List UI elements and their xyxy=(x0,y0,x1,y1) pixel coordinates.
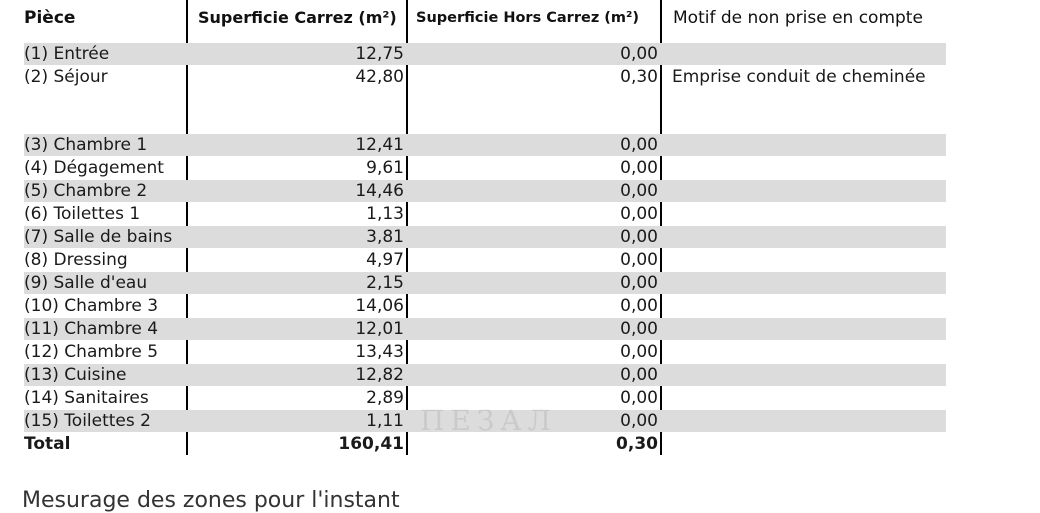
carrez-value: 3,81 xyxy=(366,227,404,247)
room-name: (11) Chambre 4 xyxy=(24,319,159,339)
carrez-value: 2,15 xyxy=(366,273,404,293)
carrez-value: 12,01 xyxy=(355,319,404,339)
carrez-value: 12,75 xyxy=(355,44,404,64)
table-row: (6) Toilettes 1 1,13 0,00 xyxy=(24,203,946,225)
room-name: (15) Toilettes 2 xyxy=(24,411,151,431)
header-hors-carrez: Superficie Hors Carrez (m²) xyxy=(416,10,640,26)
carrez-value: 42,80 xyxy=(355,67,404,87)
room-name: (8) Dressing xyxy=(24,250,128,270)
hors-carrez-value: 0,30 xyxy=(620,67,658,87)
carrez-value: 1,13 xyxy=(366,204,404,224)
hors-carrez-value: 0,00 xyxy=(620,158,658,178)
total-row: Total 160,41 0,30 xyxy=(24,433,946,455)
carrez-value: 12,41 xyxy=(355,135,404,155)
table-row: (12) Chambre 5 13,43 0,00 xyxy=(24,341,946,363)
table-row: (1) Entrée 12,75 0,00 xyxy=(24,43,946,65)
room-name: (3) Chambre 1 xyxy=(24,135,148,155)
room-name: (6) Toilettes 1 xyxy=(24,204,141,224)
hors-carrez-value: 0,00 xyxy=(620,365,658,385)
hors-carrez-value: 0,00 xyxy=(620,319,658,339)
carrez-value: 2,89 xyxy=(366,388,404,408)
room-name: (12) Chambre 5 xyxy=(24,342,159,362)
carrez-value: 14,06 xyxy=(355,296,404,316)
room-name: (4) Dégagement xyxy=(24,158,164,178)
room-name: (9) Salle d'eau xyxy=(24,273,148,293)
carrez-value: 12,82 xyxy=(355,365,404,385)
header-motif: Motif de non prise en compte xyxy=(673,8,923,28)
table-row: (14) Sanitaires 2,89 0,00 xyxy=(24,387,946,409)
table-row: (11) Chambre 4 12,01 0,00 xyxy=(24,318,946,340)
header-carrez: Superficie Carrez (m²) xyxy=(198,8,397,27)
table-row: (4) Dégagement 9,61 0,00 xyxy=(24,157,946,179)
hors-carrez-value: 0,00 xyxy=(620,227,658,247)
hors-carrez-value: 0,00 xyxy=(620,273,658,293)
table-row: (9) Salle d'eau 2,15 0,00 xyxy=(24,272,946,294)
room-name: (13) Cuisine xyxy=(24,365,127,385)
total-hors-carrez: 0,30 xyxy=(616,434,658,454)
room-name: (14) Sanitaires xyxy=(24,388,149,408)
room-name: (2) Séjour xyxy=(24,67,108,87)
carrez-value: 4,97 xyxy=(366,250,404,270)
room-name: (7) Salle de bains xyxy=(24,227,173,247)
hors-carrez-value: 0,00 xyxy=(620,204,658,224)
header-piece: Pièce xyxy=(24,8,76,28)
hors-carrez-value: 0,00 xyxy=(620,135,658,155)
hors-carrez-value: 0,00 xyxy=(620,296,658,316)
carrez-value: 1,11 xyxy=(366,411,404,431)
table-row: (3) Chambre 1 12,41 0,00 xyxy=(24,134,946,156)
table-row: (8) Dressing 4,97 0,00 xyxy=(24,249,946,271)
watermark: ПЕЗАЛ xyxy=(420,404,557,437)
carrez-value: 13,43 xyxy=(355,342,404,362)
total-carrez: 160,41 xyxy=(338,434,404,454)
table-row: (7) Salle de bains 3,81 0,00 xyxy=(24,226,946,248)
table-row: (13) Cuisine 12,82 0,00 xyxy=(24,364,946,386)
table-row: (5) Chambre 2 14,46 0,00 xyxy=(24,180,946,202)
hors-carrez-value: 0,00 xyxy=(620,44,658,64)
carrez-value: 14,46 xyxy=(355,181,404,201)
footer-heading: Mesurage des zones pour l'instant xyxy=(22,488,400,513)
hors-carrez-value: 0,00 xyxy=(620,411,658,431)
room-name: (5) Chambre 2 xyxy=(24,181,148,201)
room-name: (1) Entrée xyxy=(24,44,110,64)
hors-carrez-value: 0,00 xyxy=(620,388,658,408)
table-row: (2) Séjour 42,80 0,30 Emprise conduit de ch… xyxy=(24,66,946,88)
hors-carrez-value: 0,00 xyxy=(620,181,658,201)
table-row: (15) Toilettes 2 1,11 0,00 xyxy=(24,410,946,432)
hors-carrez-value: 0,00 xyxy=(620,250,658,270)
hors-carrez-value: 0,00 xyxy=(620,342,658,362)
room-name: (10) Chambre 3 xyxy=(24,296,159,316)
surface-table: Pièce Superficie Carrez (m²) Superficie … xyxy=(22,0,946,513)
table-row: (10) Chambre 3 14,06 0,00 xyxy=(24,295,946,317)
carrez-value: 9,61 xyxy=(366,158,404,178)
total-label: Total xyxy=(24,434,71,454)
motif-text: Emprise conduit de cheminée xyxy=(672,67,926,87)
